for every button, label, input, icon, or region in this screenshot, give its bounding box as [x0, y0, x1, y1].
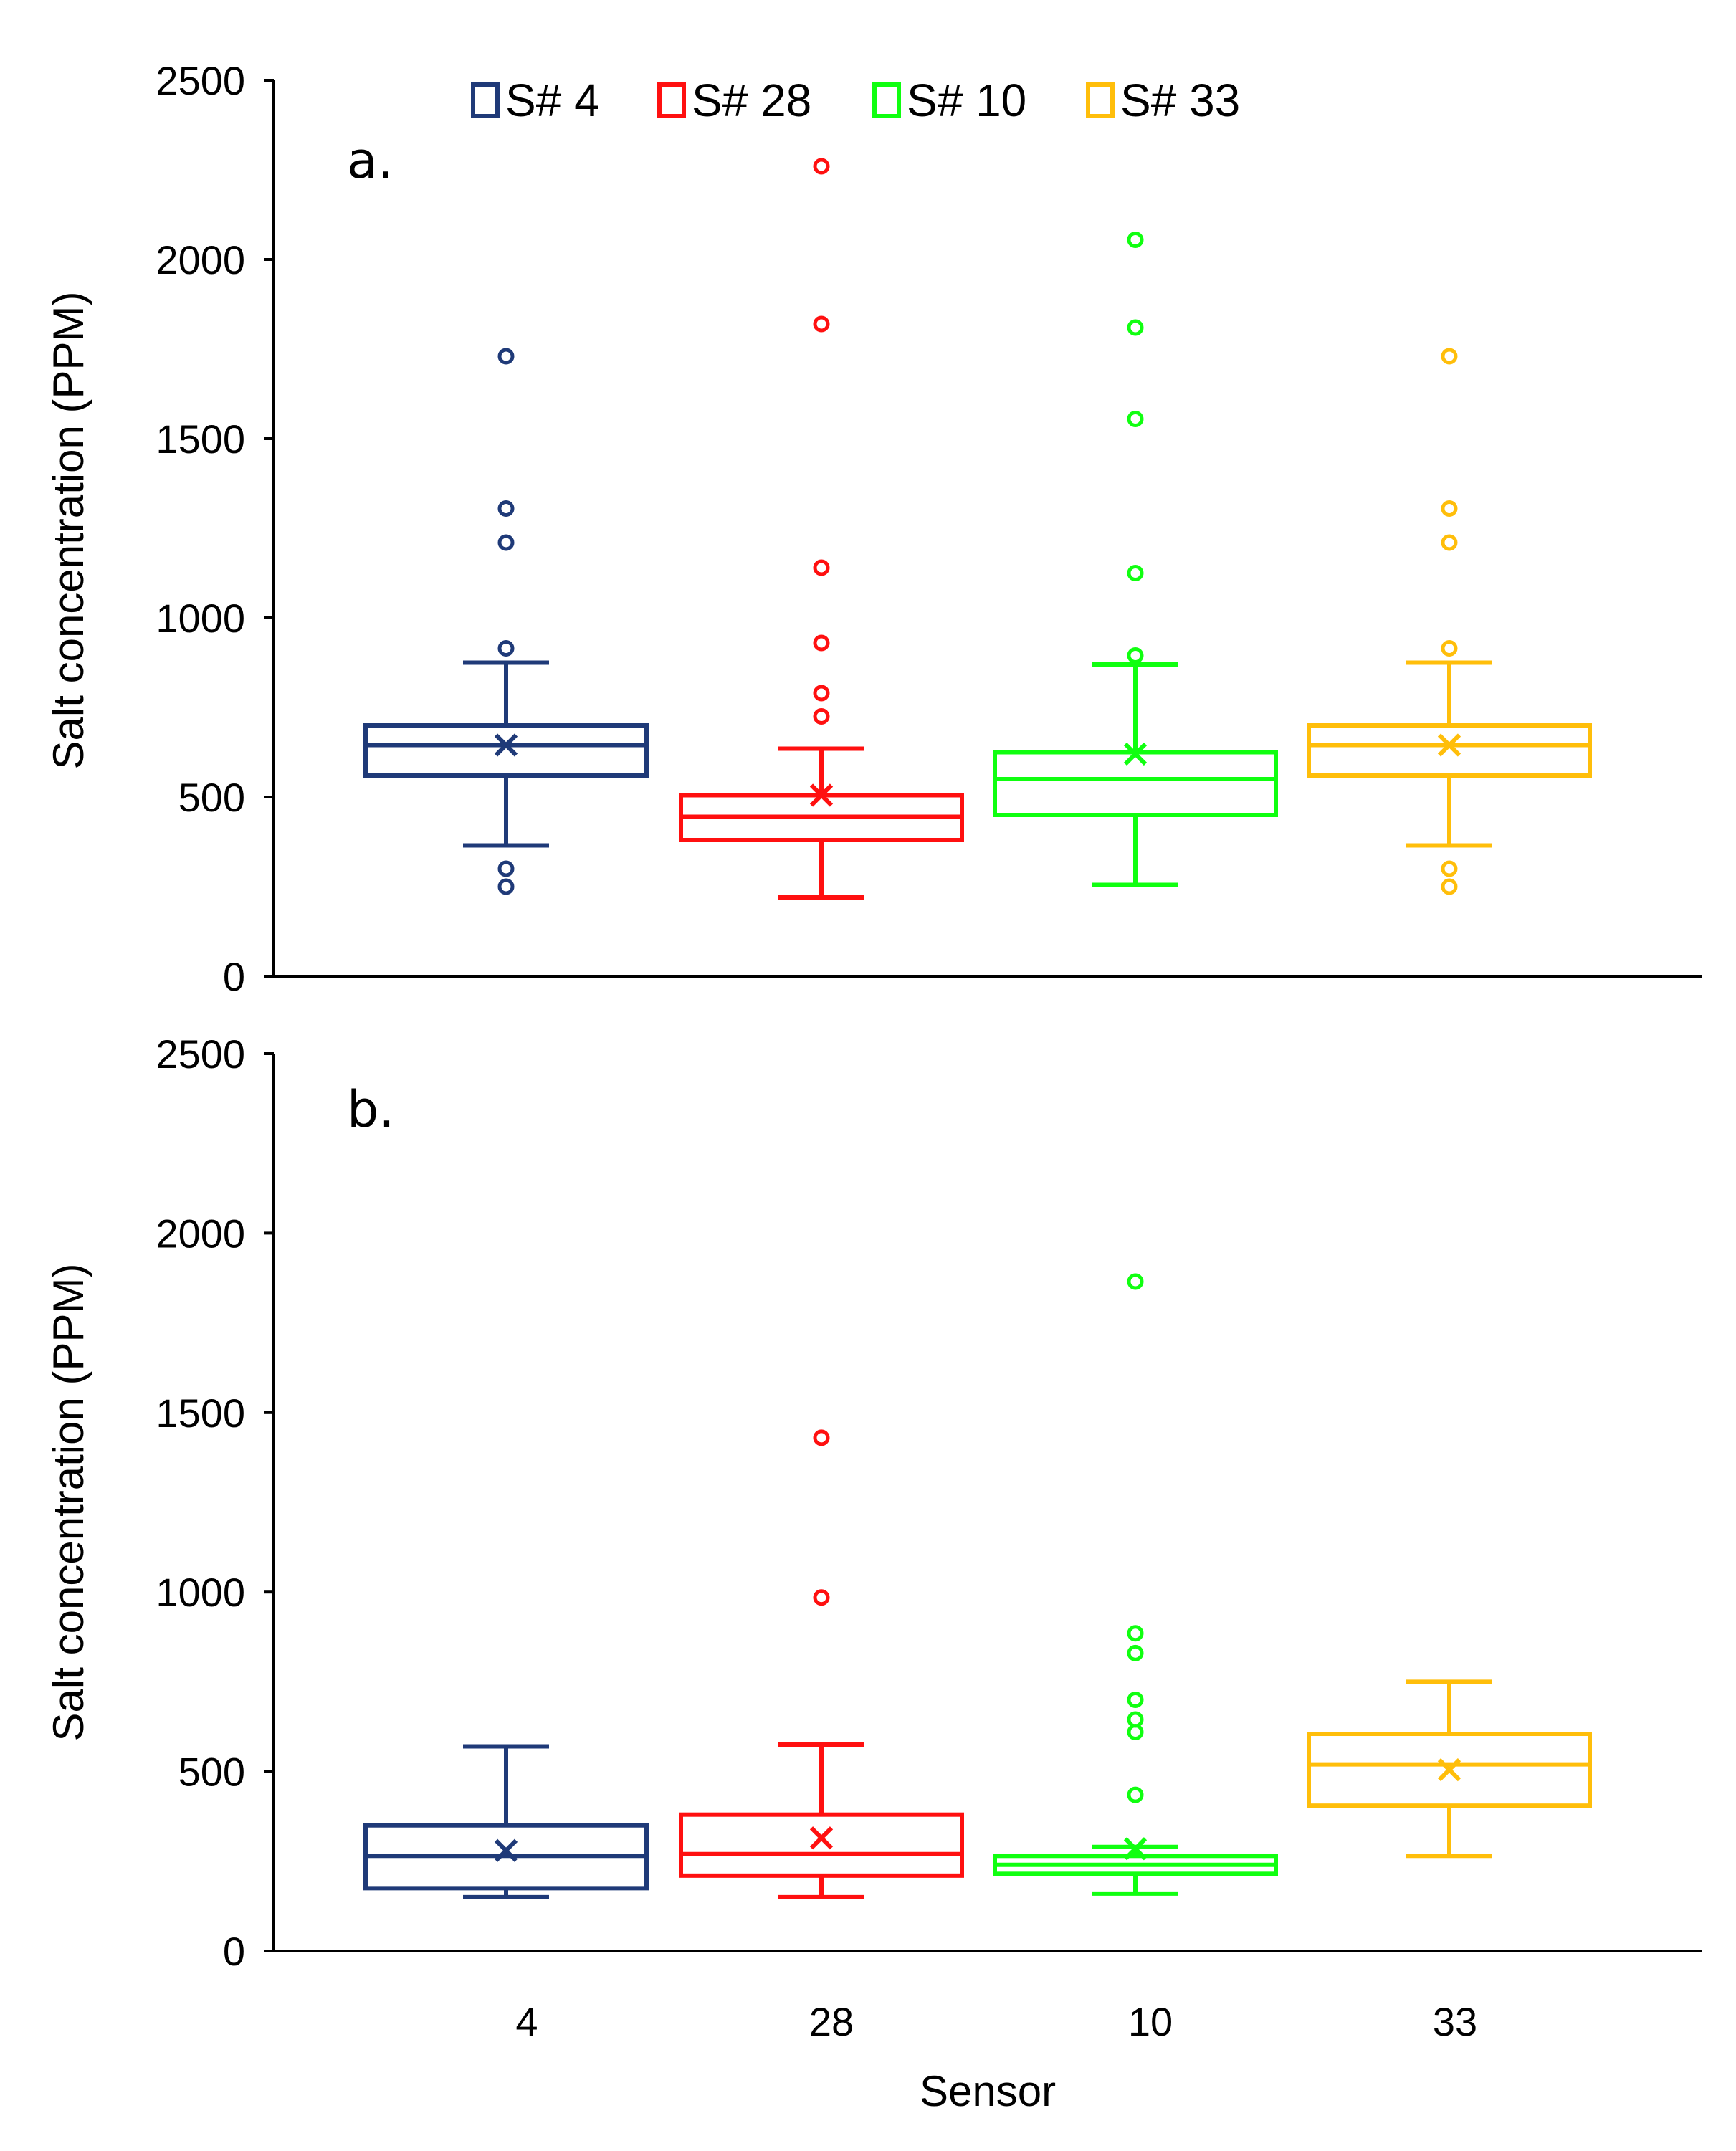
outlier-point [1127, 232, 1144, 248]
x-axis-title: Sensor [920, 2067, 1056, 2115]
y-tick-label: 2500 [156, 1031, 245, 1077]
outlier-point [1441, 534, 1458, 551]
box-group-sensor-28 [679, 1429, 964, 1899]
y-tick-label: 2500 [156, 58, 245, 103]
x-tick-labels: 4 28 10 33 [515, 1999, 1477, 2044]
outlier-point [1127, 319, 1144, 336]
legend-swatch-s28 [657, 82, 686, 118]
legend-label-s28: S# 28 [692, 75, 811, 126]
box-group-sensor-4 [363, 1744, 649, 1899]
outlier-point [1441, 640, 1458, 657]
y-ticks-b: 0 500 1000 1500 2000 2500 [156, 1031, 274, 1974]
legend-item-s33: S# 33 [1086, 75, 1240, 126]
x-tick-label-10: 10 [1128, 1999, 1173, 2044]
outlier-point [813, 685, 830, 702]
legend-swatch-s10 [872, 82, 901, 118]
outlier-point [1127, 647, 1144, 664]
outlier-point [1127, 1273, 1144, 1290]
outlier-point [1127, 1711, 1144, 1728]
y-ticks-a: 0 500 1000 1500 2000 2500 [156, 58, 274, 999]
box-iqr [679, 1812, 964, 1878]
legend-swatch-s4 [471, 82, 500, 118]
mean-marker [1437, 1757, 1461, 1782]
box-iqr [1307, 723, 1592, 778]
legend-item-s4: S# 4 [471, 75, 600, 126]
outlier-point [1441, 860, 1458, 877]
panel-b: b. Salt concentration (PPM) 0 500 1000 1500… [44, 1031, 1702, 1974]
outlier-point [813, 559, 830, 576]
outlier-point [497, 878, 515, 895]
mean-marker [494, 733, 518, 757]
box-iqr [1307, 1732, 1592, 1808]
outlier-point [497, 534, 515, 551]
y-tick-label: 1000 [156, 596, 245, 641]
y-tick-label: 500 [178, 1750, 245, 1795]
y-axis-title-a: Salt concentration (PPM) [44, 292, 92, 770]
outlier-point [1127, 1644, 1144, 1661]
y-tick-label: 0 [223, 954, 245, 999]
outlier-point [1441, 348, 1458, 365]
outlier-point [497, 500, 515, 517]
box-iqr [363, 723, 649, 778]
y-tick-label: 1500 [156, 416, 245, 462]
mean-marker [494, 1838, 518, 1862]
outlier-point [813, 1429, 830, 1446]
y-tick-label: 1500 [156, 1391, 245, 1436]
box-group-sensor-4 [363, 348, 649, 895]
legend-item-s10: S# 10 [872, 75, 1026, 126]
box-group-sensor-33 [1307, 1679, 1592, 1859]
outlier-point [497, 348, 515, 365]
outlier-point [1127, 411, 1144, 427]
x-tick-label-4: 4 [515, 1999, 538, 2044]
outlier-point [1127, 1786, 1144, 1803]
outlier-point [1441, 878, 1458, 895]
outlier-point [813, 634, 830, 652]
y-tick-label: 1000 [156, 1570, 245, 1615]
panel-label-b: b. [347, 1080, 395, 1139]
y-tick-label: 500 [178, 775, 245, 820]
box-group-sensor-33 [1307, 348, 1592, 895]
mean-marker [1123, 742, 1148, 766]
outlier-point [497, 860, 515, 877]
x-tick-label-28: 28 [809, 1999, 854, 2044]
mean-marker [809, 1826, 834, 1850]
box-group-sensor-10 [993, 1273, 1278, 1896]
legend: S# 4 S# 28 S# 10 S# 33 [471, 75, 1240, 126]
outlier-point [1441, 500, 1458, 517]
outlier-point [813, 708, 830, 725]
panel-a: a. Salt concentration (PPM) 0 500 1000 1500… [44, 58, 1702, 999]
mean-marker [1437, 733, 1461, 757]
outlier-point [1127, 1625, 1144, 1642]
y-tick-label: 2000 [156, 237, 245, 282]
legend-label-s33: S# 33 [1120, 75, 1240, 126]
y-tick-label: 2000 [156, 1211, 245, 1256]
mean-marker [809, 783, 834, 807]
outlier-point [1127, 1691, 1144, 1708]
legend-swatch-s33 [1086, 82, 1115, 118]
box-iqr [993, 750, 1278, 817]
outlier-point [1127, 565, 1144, 581]
outlier-point [813, 1589, 830, 1606]
outlier-point [813, 158, 830, 175]
legend-label-s4: S# 4 [505, 75, 600, 126]
outlier-point [813, 315, 830, 333]
legend-label-s10: S# 10 [907, 75, 1026, 126]
x-tick-label-33: 33 [1433, 1999, 1477, 2044]
mean-marker [1123, 1837, 1148, 1861]
boxes-b [363, 1273, 1592, 1899]
box-group-sensor-10 [993, 232, 1278, 887]
y-axis-title-b: Salt concentration (PPM) [44, 1264, 92, 1742]
outlier-point [497, 640, 515, 657]
legend-item-s28: S# 28 [657, 75, 811, 126]
panel-label-a: a. [347, 131, 394, 190]
box-group-sensor-28 [679, 158, 964, 900]
y-tick-label: 0 [223, 1929, 245, 1974]
boxes-a [363, 158, 1592, 900]
